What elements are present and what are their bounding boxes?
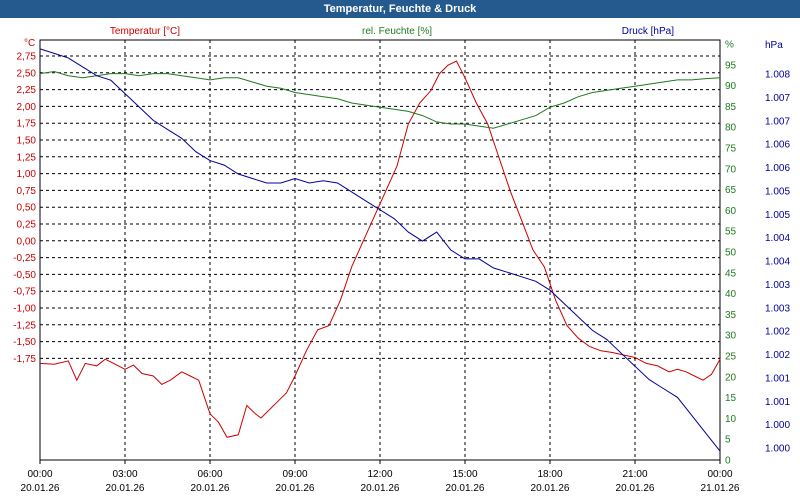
axes: 00:00 20.01.26 03:00 20.01.26 06:00 20.01.26 0… (13, 26, 790, 494)
temperature-tick-label: -1,00 (13, 304, 36, 315)
window-title: Temperatur, Feuchte & Druck (0, 0, 800, 18)
humidity-tick-label: 85 (725, 102, 737, 113)
x-tick-date-label: 20.01.26 (446, 483, 485, 494)
pressure-tick-label: 1.004 (765, 257, 790, 268)
pressure-tick-label: 1.000 (765, 444, 790, 455)
x-tick-time-label: 18:00 (537, 469, 562, 480)
temperature-series-line (39, 60, 721, 438)
temperature-tick-label: -0,50 (13, 270, 36, 281)
temperature-tick-label: -0,75 (13, 287, 36, 298)
x-tick-date-label: 21.01.26 (701, 483, 740, 494)
pressure-tick-label: 1.007 (765, 93, 790, 104)
humidity-series-line (39, 70, 721, 129)
legend-label: Druck [hPa] (622, 26, 674, 37)
humidity-tick-label: 60 (725, 206, 737, 217)
pressure-tick-label: 1.000 (765, 420, 790, 431)
x-tick-time-label: 00:00 (27, 469, 52, 480)
pressure-tick-label: 1.001 (765, 397, 790, 408)
humidity-tick-label: 65 (725, 185, 737, 196)
temperature-unit-label: °C (24, 38, 35, 49)
pressure-tick-label: 1.003 (765, 303, 790, 314)
temperature-tick-label: 2,75 (17, 52, 37, 63)
pressure-tick-label: 1.008 (765, 70, 790, 81)
temperature-tick-label: -1,25 (13, 320, 36, 331)
grid (39, 39, 721, 461)
x-tick-time-label: 21:00 (622, 469, 647, 480)
temperature-tick-label: 1,25 (17, 152, 37, 163)
pressure-tick-label: 1.006 (765, 140, 790, 151)
humidity-tick-label: 35 (725, 310, 737, 321)
temperature-tick-label: 0,00 (17, 236, 37, 247)
pressure-tick-label: 1.001 (765, 373, 790, 384)
x-tick-time-label: 00:00 (707, 469, 732, 480)
pressure-tick-label: 1.006 (765, 163, 790, 174)
legend-label: Temperatur [°C] (110, 26, 180, 37)
x-tick-date-label: 20.01.26 (276, 483, 315, 494)
pressure-tick-label: 1.004 (765, 233, 790, 244)
pressure-tick-label: 1.002 (765, 327, 790, 338)
temperature-tick-label: 2,25 (17, 85, 37, 96)
pressure-tick-label: 1.005 (765, 210, 790, 221)
pressure-tick-label: 1.003 (765, 280, 790, 291)
temperature-tick-label: -1,50 (13, 337, 36, 348)
humidity-tick-label: 0 (725, 456, 731, 467)
temperature-tick-label: 0,25 (17, 220, 37, 231)
humidity-tick-label: 50 (725, 248, 737, 259)
humidity-tick-label: 30 (725, 331, 737, 342)
humidity-tick-label: 55 (725, 227, 737, 238)
temperature-tick-label: 1,50 (17, 136, 37, 147)
x-tick-date-label: 20.01.26 (21, 483, 60, 494)
x-tick-date-label: 20.01.26 (531, 483, 570, 494)
pressure-series-line (39, 48, 721, 452)
x-tick-time-label: 15:00 (452, 469, 477, 480)
temperature-tick-label: 0,50 (17, 203, 37, 214)
humidity-tick-label: 15 (725, 393, 737, 404)
humidity-tick-label: 20 (725, 372, 737, 383)
humidity-tick-label: 95 (725, 60, 737, 71)
x-tick-time-label: 09:00 (282, 469, 307, 480)
x-tick-time-label: 03:00 (112, 469, 137, 480)
humidity-tick-label: 45 (725, 268, 737, 279)
humidity-tick-label: 25 (725, 352, 737, 363)
temperature-tick-label: -0,25 (13, 253, 36, 264)
humidity-tick-label: 10 (725, 414, 737, 425)
humidity-tick-label: 70 (725, 164, 737, 175)
pressure-tick-label: 1.005 (765, 186, 790, 197)
x-tick-date-label: 20.01.26 (361, 483, 400, 494)
series-layer (39, 48, 721, 452)
humidity-tick-label: 40 (725, 289, 737, 300)
chart-area: 00:00 20.01.26 03:00 20.01.26 06:00 20.01.26 0… (13, 26, 790, 494)
pressure-tick-label: 1.007 (765, 116, 790, 127)
temperature-tick-label: 1,00 (17, 169, 37, 180)
pressure-unit-label: hPa (765, 40, 783, 51)
x-tick-date-label: 20.01.26 (616, 483, 655, 494)
humidity-tick-label: 5 (725, 435, 731, 446)
x-tick-time-label: 06:00 (197, 469, 222, 480)
temperature-tick-label: -1,75 (13, 354, 36, 365)
temperature-tick-label: 2,00 (17, 102, 37, 113)
legend-label: rel. Feuchte [%] (362, 26, 432, 37)
x-tick-date-label: 20.01.26 (106, 483, 145, 494)
temperature-tick-label: 1,75 (17, 119, 37, 130)
humidity-unit-label: % (725, 40, 734, 51)
humidity-tick-label: 75 (725, 144, 737, 155)
pressure-tick-label: 1.002 (765, 350, 790, 361)
temperature-tick-label: 2,50 (17, 68, 37, 79)
humidity-tick-label: 80 (725, 123, 737, 134)
temperature-tick-label: 0,75 (17, 186, 37, 197)
humidity-tick-label: 90 (725, 81, 737, 92)
x-tick-date-label: 20.01.26 (191, 483, 230, 494)
x-tick-time-label: 12:00 (367, 469, 392, 480)
